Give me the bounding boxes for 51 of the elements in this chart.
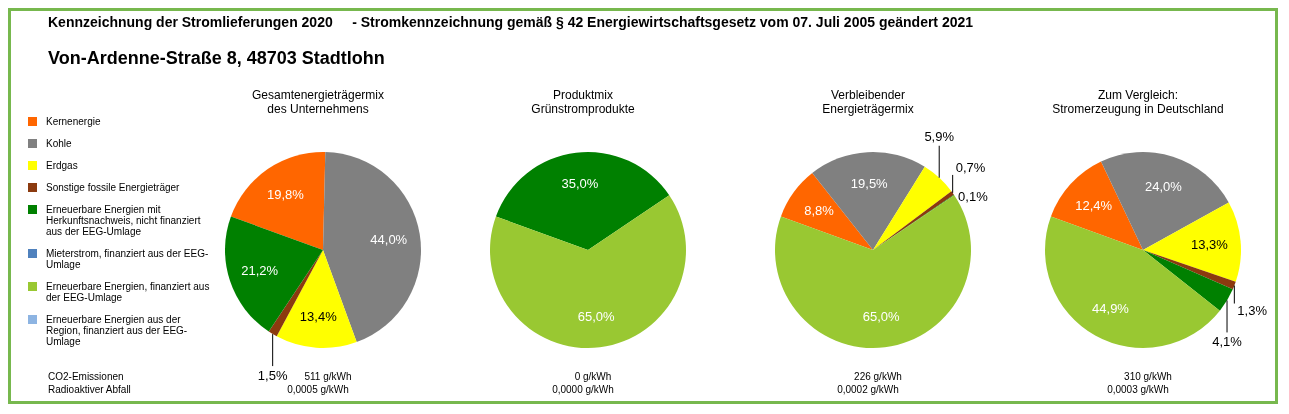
data-label: 65,0% <box>577 308 615 324</box>
pie-slice <box>1143 250 1233 311</box>
text: Radioaktiver Abfall <box>48 383 131 396</box>
data-label: 0,1% <box>958 189 989 205</box>
legend-label: Sonstige fossile Energieträger <box>46 182 180 193</box>
data-label: 4,1% <box>1212 333 1243 349</box>
data-label: 21,2% <box>241 263 279 279</box>
data-label: 0,7% <box>955 160 986 176</box>
chart-title: Verbleibender Energieträgermix <box>821 88 915 118</box>
legend-label: Erneuerbare Energien aus der Region, finanziert aus der EEG-Umlage <box>46 314 189 347</box>
data-label: 13,3% <box>1190 236 1229 252</box>
text: 310 g/kWh <box>1123 370 1173 383</box>
text: 0,0005 g/kWh <box>286 383 350 396</box>
text: 226 g/kWh <box>853 370 903 383</box>
legend-label: Erneuerbare Energien, finanziert aus der EEG-Umlage <box>46 281 211 303</box>
data-label: 8,8% <box>804 203 835 219</box>
pie-slice <box>1143 202 1241 282</box>
text: 0 g/kWh <box>573 370 613 383</box>
pie-slice <box>495 152 670 250</box>
data-label: 19,8% <box>266 187 305 203</box>
pie-slice <box>230 152 326 250</box>
legend-label: Kohle <box>46 138 72 149</box>
data-label: 44,0% <box>370 231 408 247</box>
pie-slice <box>1050 161 1143 250</box>
data-label: 13,4% <box>299 308 338 324</box>
pie-slice <box>1143 250 1236 290</box>
legend-label: Mieterstrom, finanziert aus der EEG-Umlage <box>46 248 210 270</box>
legend-label: Erdgas <box>46 160 78 171</box>
data-label: 65,0% <box>862 308 900 324</box>
data-label: 24,0% <box>1144 179 1183 195</box>
text: CO2-Emissionen <box>48 370 125 383</box>
legend-label: Kernenergie <box>46 116 101 127</box>
pie-slice <box>276 250 357 348</box>
text: Kennzeichnung der Stromlieferungen 2020 - Stromkennzeichnung gemäß § 42 Energiewirtschaftsgesetz vom 07. Juli 2005 geändert 2021 <box>48 14 974 30</box>
chart-title: Gesamtenergieträgermix des Unternehmens <box>250 88 386 118</box>
pie-slice <box>490 195 686 348</box>
data-label: 1,3% <box>1237 303 1268 319</box>
data-label: 44,9% <box>1092 300 1130 316</box>
chart-title: Zum Vergleich: Stromerzeugung in Deutschland <box>1051 88 1225 118</box>
data-label: 35,0% <box>561 176 599 192</box>
data-label: 5,9% <box>924 129 955 145</box>
chart-title: Produktmix Grünstromprodukte <box>530 88 636 118</box>
text: 511 g/kWh <box>304 371 352 382</box>
text: 0,0003 g/kWh <box>1106 383 1170 396</box>
data-label: 1,5% <box>257 367 288 383</box>
text: Von-Ardenne-Straße 8, 48703 Stadtlohn <box>48 48 385 69</box>
text: 0,0000 g/kWh <box>551 383 615 396</box>
data-label: 19,5% <box>850 175 889 191</box>
legend-label: Erneuerbare Energien mit Herkunftsnachweis, nicht finanziert aus der EEG-Umlage <box>46 204 202 237</box>
text: 0,0002 g/kWh <box>836 383 900 396</box>
data-label: 12,4% <box>1075 197 1113 213</box>
